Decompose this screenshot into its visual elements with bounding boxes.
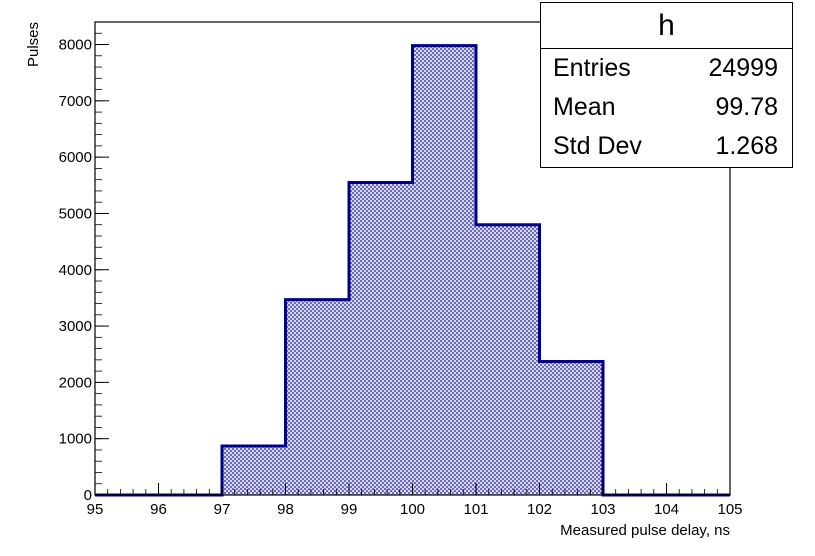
histogram-bar: [539, 361, 603, 495]
y-tick-label: 2000: [59, 374, 92, 391]
stats-title: h: [541, 3, 792, 49]
stats-value: 1.268: [715, 132, 778, 160]
stats-value: 99.78: [715, 93, 778, 121]
y-tick-label: 6000: [59, 149, 92, 166]
stats-row-mean: Mean 99.78: [541, 88, 792, 127]
histogram-bar: [222, 446, 286, 495]
histogram-bar: [349, 182, 413, 495]
y-axis-label: Pulses: [25, 22, 42, 67]
stats-box: h Entries 24999 Mean 99.78 Std Dev 1.268: [540, 2, 793, 168]
x-tick-label: 102: [527, 501, 552, 518]
y-tick-label: 8000: [59, 37, 92, 54]
stats-row-entries: Entries 24999: [541, 49, 792, 88]
histogram-outline: [95, 44, 730, 497]
y-tick-label: 3000: [59, 318, 92, 335]
x-tick-label: 104: [654, 501, 679, 518]
x-axis-label: Measured pulse delay, ns: [560, 522, 730, 539]
x-tick-label: 100: [400, 501, 425, 518]
stats-value: 24999: [708, 54, 778, 82]
y-tick-label: 4000: [59, 262, 92, 279]
y-tick-label: 5000: [59, 205, 92, 222]
stats-label: Std Dev: [553, 132, 642, 160]
y-tick-label: 7000: [59, 93, 92, 110]
stats-label: Entries: [553, 54, 631, 82]
histogram-bar: [285, 299, 349, 495]
histogram-bar: [412, 45, 476, 496]
stats-label: Mean: [553, 93, 616, 121]
x-tick-label: 105: [717, 501, 742, 518]
x-tick-label: 103: [590, 501, 615, 518]
x-tick-label: 97: [214, 501, 231, 518]
y-tick-label: 1000: [59, 431, 92, 448]
x-tick-label: 98: [277, 501, 294, 518]
x-tick-label: 96: [150, 501, 167, 518]
x-tick-label: 95: [87, 501, 104, 518]
x-tick-label: 101: [463, 501, 488, 518]
stats-row-std-dev: Std Dev 1.268: [541, 127, 792, 166]
y-tick-label: 0: [84, 487, 92, 504]
histogram-bar: [476, 224, 540, 495]
x-tick-label: 99: [341, 501, 358, 518]
